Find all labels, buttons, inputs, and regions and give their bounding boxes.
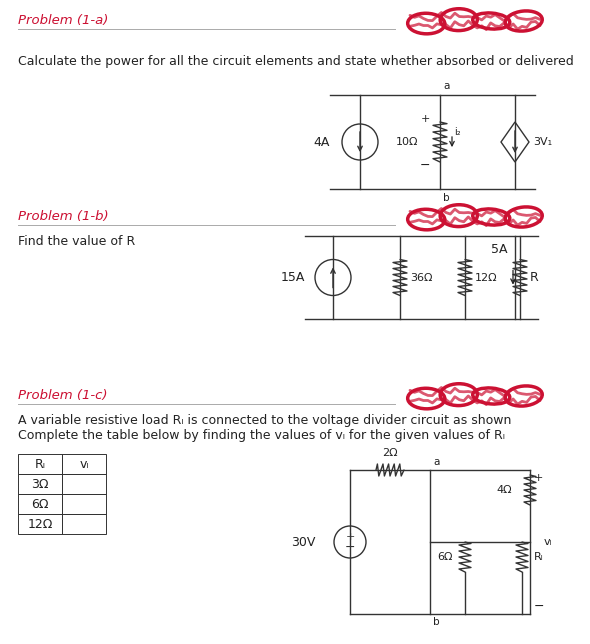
Text: 12Ω: 12Ω xyxy=(475,272,497,283)
Bar xyxy=(18,454,62,474)
Text: −: − xyxy=(534,600,545,612)
Text: Rₗ: Rₗ xyxy=(35,457,45,471)
Text: +: + xyxy=(421,114,430,124)
Text: +: + xyxy=(534,473,543,483)
Bar xyxy=(62,514,106,534)
Text: b: b xyxy=(443,193,450,203)
Text: R: R xyxy=(530,271,539,284)
Text: −: − xyxy=(345,540,355,553)
Text: a: a xyxy=(433,457,440,467)
Text: vₗ: vₗ xyxy=(79,457,88,471)
Text: 12Ω: 12Ω xyxy=(27,518,53,531)
Bar xyxy=(18,494,62,514)
Text: 2Ω: 2Ω xyxy=(382,448,398,458)
Text: Problem (1-b): Problem (1-b) xyxy=(18,210,109,223)
Text: Rₗ: Rₗ xyxy=(534,552,543,562)
Text: +: + xyxy=(345,532,355,542)
Text: Find the value of R: Find the value of R xyxy=(18,235,135,248)
Text: −: − xyxy=(419,158,430,171)
Text: Calculate the power for all the circuit elements and state whether absorbed or d: Calculate the power for all the circuit … xyxy=(18,55,573,68)
Text: 10Ω: 10Ω xyxy=(395,137,418,147)
Text: Problem (1-a): Problem (1-a) xyxy=(18,14,109,27)
Text: 3Ω: 3Ω xyxy=(31,477,49,491)
Bar xyxy=(62,494,106,514)
Text: 36Ω: 36Ω xyxy=(410,272,432,283)
Text: 5A: 5A xyxy=(490,243,507,256)
Text: 6Ω: 6Ω xyxy=(438,552,453,562)
Text: vₗ: vₗ xyxy=(544,537,552,547)
Text: i₂: i₂ xyxy=(454,127,461,137)
Bar xyxy=(62,474,106,494)
Text: a: a xyxy=(443,81,450,91)
Text: Problem (1-c): Problem (1-c) xyxy=(18,389,107,402)
Text: 6Ω: 6Ω xyxy=(31,498,49,511)
Bar xyxy=(18,474,62,494)
Text: 4Ω: 4Ω xyxy=(496,485,512,495)
Text: 30V: 30V xyxy=(291,536,315,549)
Bar xyxy=(62,454,106,474)
Bar xyxy=(18,514,62,534)
Text: A variable resistive load Rₗ is connected to the voltage divider circuit as show: A variable resistive load Rₗ is connecte… xyxy=(18,414,512,427)
Text: 4A: 4A xyxy=(314,135,330,149)
Text: Complete the table below by finding the values of vₗ for the given values of Rₗ: Complete the table below by finding the … xyxy=(18,429,505,442)
Text: 15A: 15A xyxy=(281,271,305,284)
Text: 3V₁: 3V₁ xyxy=(533,137,552,147)
Text: b: b xyxy=(433,617,440,627)
